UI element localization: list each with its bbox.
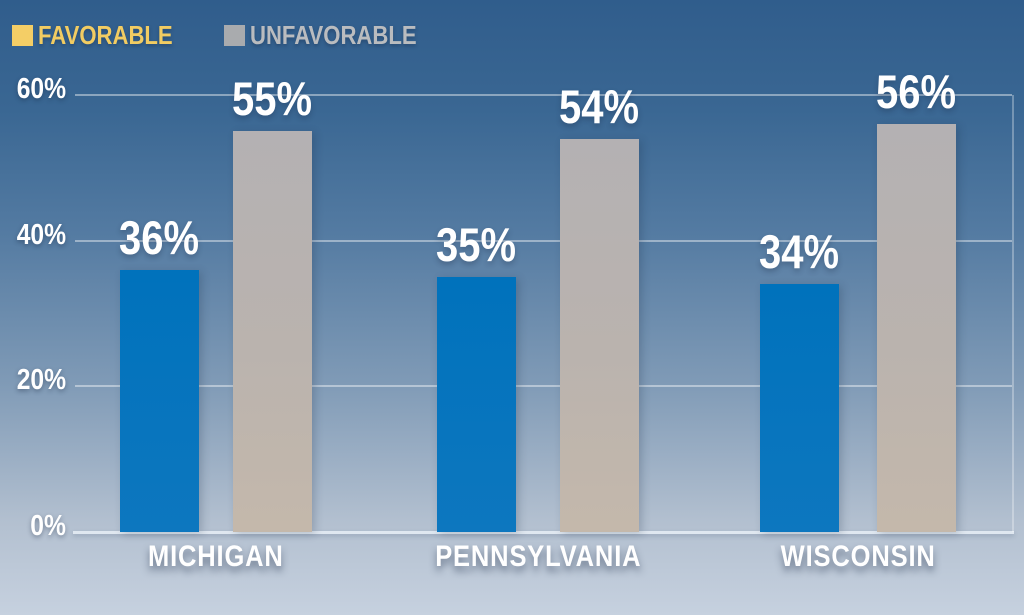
legend-label-favorable: FAVORABLE (38, 19, 173, 50)
bar-unfavorable-michigan (233, 131, 312, 532)
bar-value-label: 34% (759, 225, 840, 278)
bar-favorable-pennsylvania (437, 277, 516, 532)
unfavorable-swatch-icon (224, 24, 245, 46)
y-axis-tick-0%: 0% (30, 510, 66, 542)
bar-value-label: 54% (559, 80, 640, 133)
legend-item-unfavorable: UNFAVORABLE (224, 20, 446, 50)
bar-unfavorable-pennsylvania (560, 139, 639, 532)
category-label-michigan: MICHIGAN (148, 540, 284, 573)
bar-unfavorable-wisconsin (877, 124, 956, 532)
bar-value-label: 55% (232, 72, 313, 125)
category-label-pennsylvania: PENNSYLVANIA (434, 540, 642, 573)
bar-value-label: 36% (119, 211, 200, 264)
gridline-60% (75, 94, 1012, 96)
legend-label-unfavorable: UNFAVORABLE (250, 19, 417, 50)
y-axis-tick-20%: 20% (16, 364, 66, 397)
bar-favorable-michigan (120, 270, 199, 532)
gridline-40% (75, 239, 1012, 242)
y-axis-tick-40%: 40% (16, 218, 66, 251)
bar-value-label: 35% (436, 218, 517, 271)
gridline-20% (75, 385, 1012, 388)
bar-favorable-wisconsin (760, 284, 839, 532)
plot-right-border (1012, 95, 1014, 532)
category-label-wisconsin: WISCONSIN (780, 540, 936, 573)
favorable-swatch-icon (12, 24, 33, 46)
legend-item-favorable: FAVORABLE (12, 20, 196, 50)
y-axis-tick-60%: 60% (16, 73, 66, 105)
bar-value-label: 56% (876, 65, 957, 118)
gridline-0% (73, 531, 1014, 534)
